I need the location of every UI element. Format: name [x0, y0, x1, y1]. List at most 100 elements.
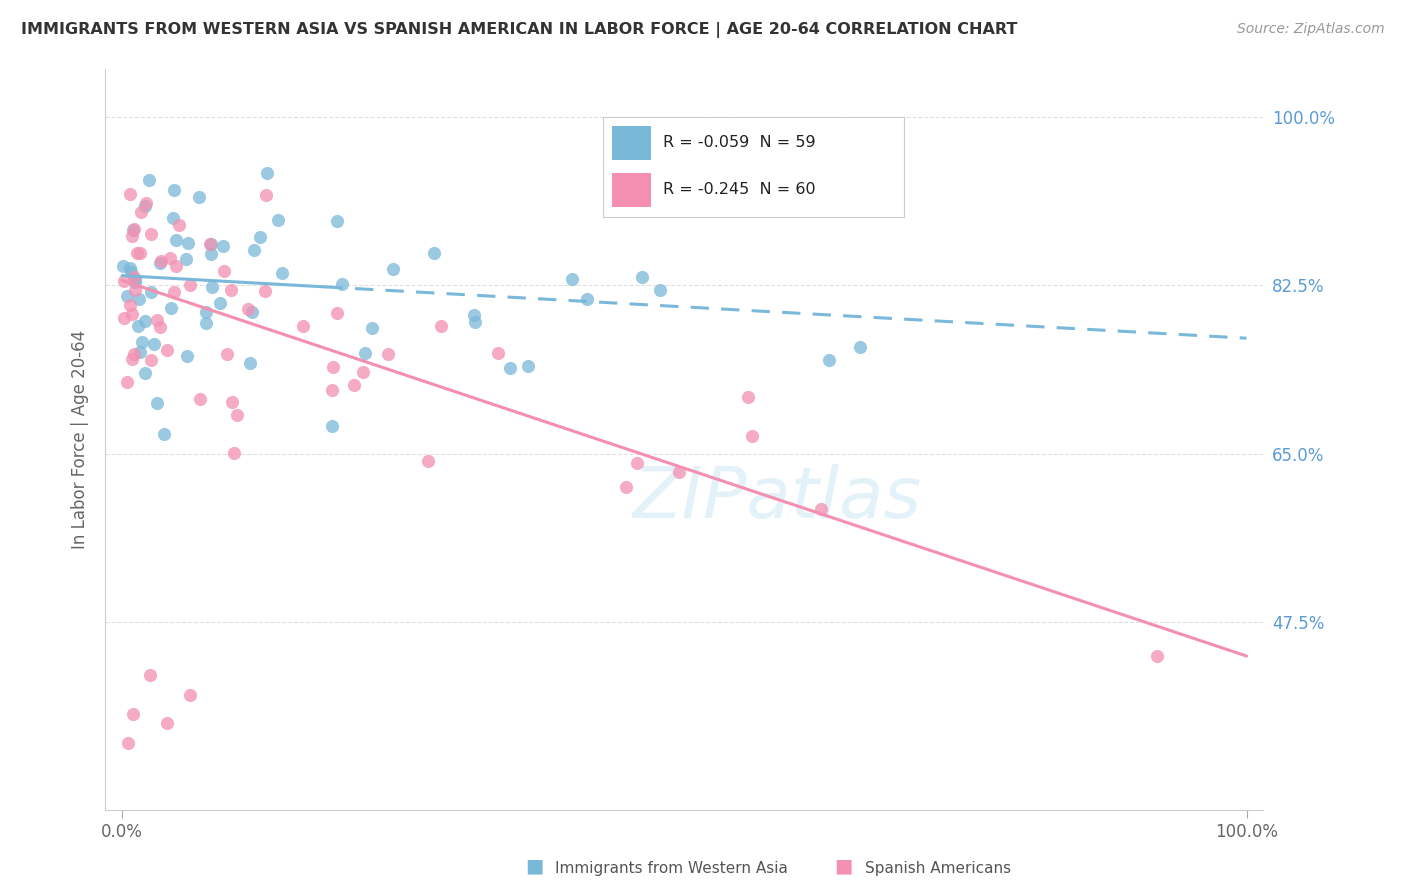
Immigrants from Western Asia	[249, 230, 271, 244]
Spanish Americans	[121, 307, 143, 321]
Immigrants from Western Asia	[131, 334, 153, 349]
Spanish Americans	[122, 269, 145, 284]
Spanish Americans	[810, 501, 832, 516]
Text: Source: ZipAtlas.com: Source: ZipAtlas.com	[1237, 22, 1385, 37]
Immigrants from Western Asia	[152, 426, 174, 441]
Immigrants from Western Asia	[162, 211, 184, 226]
Spanish Americans	[149, 320, 172, 334]
Immigrants from Western Asia	[381, 261, 404, 276]
Immigrants from Western Asia	[576, 293, 599, 307]
Immigrants from Western Asia	[240, 305, 263, 319]
Spanish Americans	[128, 246, 150, 260]
Spanish Americans	[179, 278, 201, 293]
Immigrants from Western Asia	[163, 183, 186, 197]
Spanish Americans	[149, 254, 172, 268]
Immigrants from Western Asia	[134, 366, 156, 380]
Spanish Americans	[112, 274, 135, 288]
Immigrants from Western Asia	[239, 356, 262, 370]
Immigrants from Western Asia	[243, 244, 266, 258]
Immigrants from Western Asia	[124, 272, 146, 286]
Immigrants from Western Asia	[120, 265, 142, 279]
Spanish Americans	[614, 480, 637, 494]
Spanish Americans	[162, 285, 184, 299]
Spanish Americans	[292, 318, 315, 333]
Immigrants from Western Asia	[195, 305, 218, 319]
Immigrants from Western Asia	[208, 295, 231, 310]
Spanish Americans	[198, 237, 221, 252]
Spanish Americans	[112, 310, 135, 325]
Spanish Americans	[145, 313, 167, 327]
Spanish Americans	[179, 688, 201, 702]
Immigrants from Western Asia	[115, 289, 138, 303]
Spanish Americans	[236, 301, 259, 316]
Immigrants from Western Asia	[321, 418, 343, 433]
Spanish Americans	[254, 187, 277, 202]
Immigrants from Western Asia	[145, 396, 167, 410]
Immigrants from Western Asia	[270, 266, 292, 280]
Immigrants from Western Asia	[141, 285, 163, 299]
Immigrants from Western Asia	[134, 199, 156, 213]
Immigrants from Western Asia	[128, 293, 150, 307]
Text: ■: ■	[834, 857, 853, 876]
Spanish Americans	[156, 716, 179, 731]
Spanish Americans	[221, 394, 243, 409]
Spanish Americans	[124, 283, 146, 297]
Spanish Americans	[321, 383, 343, 397]
Immigrants from Western Asia	[124, 275, 146, 289]
Spanish Americans	[224, 446, 246, 460]
Text: ZIPatlas: ZIPatlas	[633, 464, 921, 533]
Spanish Americans	[215, 347, 238, 361]
Spanish Americans	[117, 736, 139, 750]
Immigrants from Western Asia	[267, 213, 290, 227]
Spanish Americans	[190, 392, 212, 406]
Immigrants from Western Asia	[160, 301, 183, 315]
Spanish Americans	[1146, 648, 1168, 663]
Spanish Americans	[212, 263, 235, 277]
Immigrants from Western Asia	[499, 360, 522, 375]
Immigrants from Western Asia	[176, 252, 198, 266]
Spanish Americans	[377, 346, 399, 360]
Spanish Americans	[121, 351, 143, 366]
Immigrants from Western Asia	[360, 321, 382, 335]
Immigrants from Western Asia	[648, 283, 671, 297]
Immigrants from Western Asia	[177, 235, 200, 250]
Spanish Americans	[135, 196, 157, 211]
Spanish Americans	[118, 186, 141, 201]
Immigrants from Western Asia	[195, 316, 218, 330]
Immigrants from Western Asia	[127, 319, 149, 334]
Immigrants from Western Asia	[818, 352, 841, 367]
Spanish Americans	[122, 706, 145, 721]
Text: ■: ■	[524, 857, 544, 876]
Spanish Americans	[165, 260, 187, 274]
Spanish Americans	[430, 319, 453, 334]
Spanish Americans	[226, 408, 249, 422]
Immigrants from Western Asia	[464, 315, 486, 329]
Spanish Americans	[141, 227, 163, 241]
Spanish Americans	[159, 251, 181, 265]
Immigrants from Western Asia	[111, 259, 134, 273]
Immigrants from Western Asia	[849, 340, 872, 354]
Spanish Americans	[352, 365, 374, 379]
Immigrants from Western Asia	[463, 309, 485, 323]
Immigrants from Western Asia	[138, 173, 160, 187]
Spanish Americans	[169, 218, 191, 232]
Spanish Americans	[139, 668, 162, 682]
Immigrants from Western Asia	[187, 190, 209, 204]
Spanish Americans	[322, 359, 344, 374]
Spanish Americans	[416, 454, 439, 468]
Immigrants from Western Asia	[128, 344, 150, 359]
Text: IMMIGRANTS FROM WESTERN ASIA VS SPANISH AMERICAN IN LABOR FORCE | AGE 20-64 CORR: IMMIGRANTS FROM WESTERN ASIA VS SPANISH …	[21, 22, 1018, 38]
Immigrants from Western Asia	[200, 247, 222, 261]
Immigrants from Western Asia	[561, 271, 583, 285]
Text: Immigrants from Western Asia: Immigrants from Western Asia	[555, 861, 789, 876]
Immigrants from Western Asia	[326, 214, 349, 228]
Immigrants from Western Asia	[256, 166, 278, 180]
Immigrants from Western Asia	[353, 346, 375, 360]
Spanish Americans	[737, 390, 759, 404]
Spanish Americans	[668, 465, 690, 479]
Spanish Americans	[124, 347, 146, 361]
Text: Spanish Americans: Spanish Americans	[865, 861, 1011, 876]
Spanish Americans	[120, 298, 142, 312]
Immigrants from Western Asia	[120, 260, 142, 275]
Spanish Americans	[121, 229, 143, 244]
